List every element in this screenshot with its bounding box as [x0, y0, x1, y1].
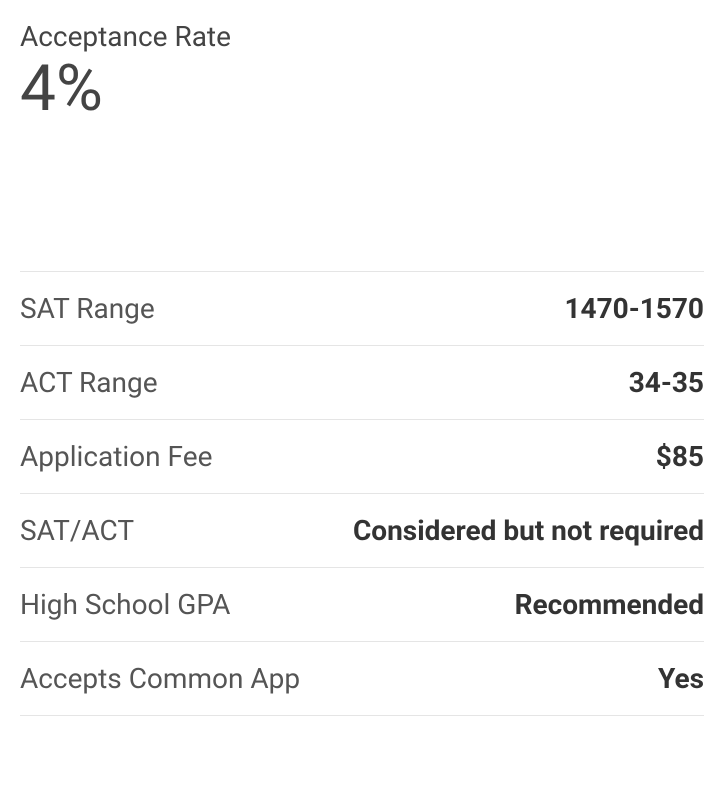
- stat-label: ACT Range: [20, 366, 158, 399]
- stat-value: Recommended: [515, 588, 704, 621]
- stat-row-sat-range: SAT Range 1470-1570: [20, 271, 704, 345]
- stat-value: 1470-1570: [564, 292, 704, 325]
- stat-value: Yes: [658, 662, 704, 695]
- stat-row-sat-act: SAT/ACT Considered but not required: [20, 493, 704, 567]
- stat-value: $85: [656, 440, 704, 473]
- stat-row-act-range: ACT Range 34-35: [20, 345, 704, 419]
- stat-row-common-app: Accepts Common App Yes: [20, 641, 704, 716]
- stat-label: Accepts Common App: [20, 662, 300, 695]
- stat-row-high-school-gpa: High School GPA Recommended: [20, 567, 704, 641]
- acceptance-rate-label: Acceptance Rate: [20, 20, 704, 53]
- stat-label: SAT Range: [20, 292, 155, 325]
- stat-value: Considered but not required: [353, 514, 704, 547]
- stat-row-application-fee: Application Fee $85: [20, 419, 704, 493]
- stat-label: High School GPA: [20, 588, 230, 621]
- acceptance-rate-value: 4%: [20, 57, 704, 121]
- stats-table: SAT Range 1470-1570 ACT Range 34-35 Appl…: [20, 271, 704, 716]
- stat-label: SAT/ACT: [20, 514, 134, 547]
- stat-value: 34-35: [629, 366, 704, 399]
- stat-label: Application Fee: [20, 440, 212, 473]
